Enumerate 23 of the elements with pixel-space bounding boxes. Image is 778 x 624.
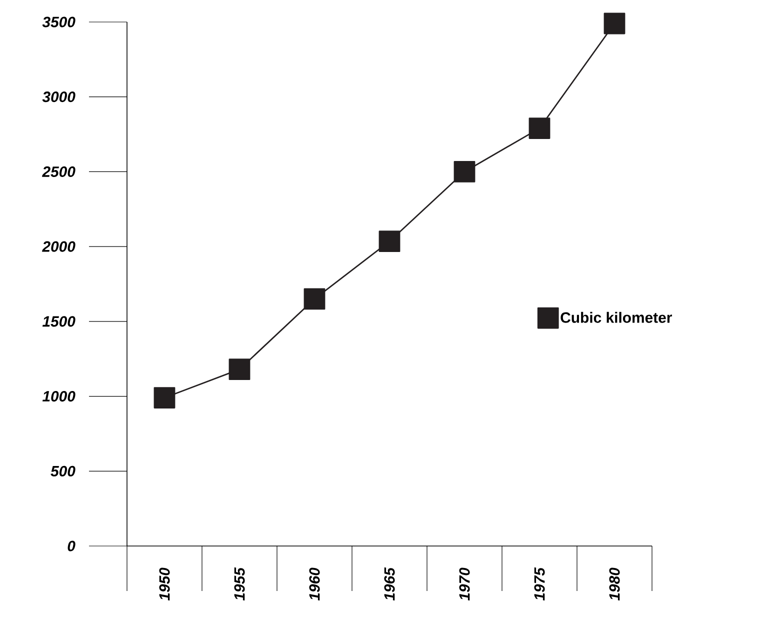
y-tick-label: 2500 bbox=[42, 166, 76, 177]
legend-label: Cubic kilometer bbox=[560, 312, 672, 323]
point bbox=[454, 161, 476, 182]
x-tick-label: 1960 bbox=[309, 568, 320, 601]
x-tick-label: 1970 bbox=[459, 568, 470, 601]
point bbox=[228, 358, 250, 380]
x-tick-label: 1980 bbox=[609, 568, 620, 601]
x-tick-label: 1955 bbox=[234, 567, 245, 601]
point bbox=[528, 118, 550, 139]
y-tick-label: 3500 bbox=[42, 16, 76, 28]
x-tick-label: 1950 bbox=[159, 568, 170, 601]
y-tick-label: 1500 bbox=[42, 316, 76, 327]
x-tick-label: 1975 bbox=[534, 567, 545, 601]
point bbox=[304, 288, 326, 310]
y-tick-label: 0 bbox=[68, 540, 76, 552]
point bbox=[604, 12, 626, 34]
y-tick-label: 2000 bbox=[42, 241, 76, 252]
point bbox=[154, 387, 176, 408]
point bbox=[378, 230, 400, 252]
y-tick-label: 500 bbox=[50, 466, 76, 476]
y-tick-label: 1000 bbox=[42, 390, 76, 402]
x-tick-label: 1965 bbox=[384, 567, 395, 601]
y-tick-label: 3000 bbox=[42, 92, 76, 102]
